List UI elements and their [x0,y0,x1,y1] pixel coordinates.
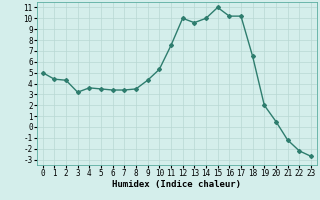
X-axis label: Humidex (Indice chaleur): Humidex (Indice chaleur) [112,180,241,189]
